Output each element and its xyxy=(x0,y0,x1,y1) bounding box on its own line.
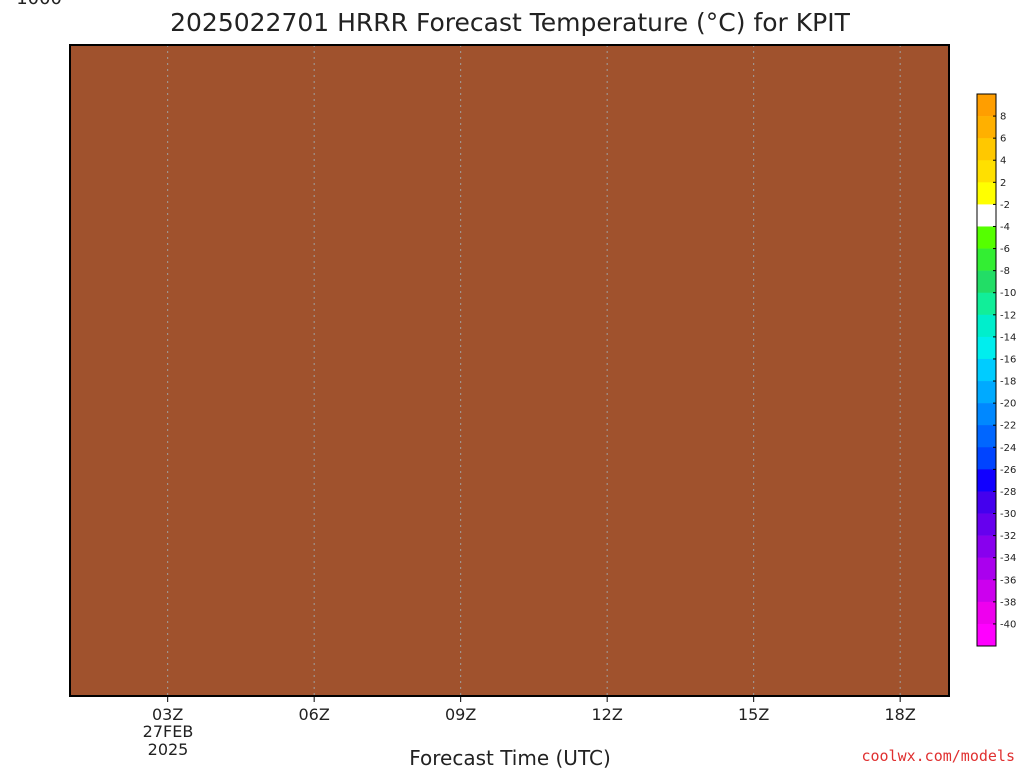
plot-area: -50-46-46-42-42-38-38-34-30-30-18-14-14-… xyxy=(70,45,949,696)
temperature-fill-layer xyxy=(70,45,949,696)
chart-title: 2025022701 HRRR Forecast Temperature (°C… xyxy=(170,8,850,37)
